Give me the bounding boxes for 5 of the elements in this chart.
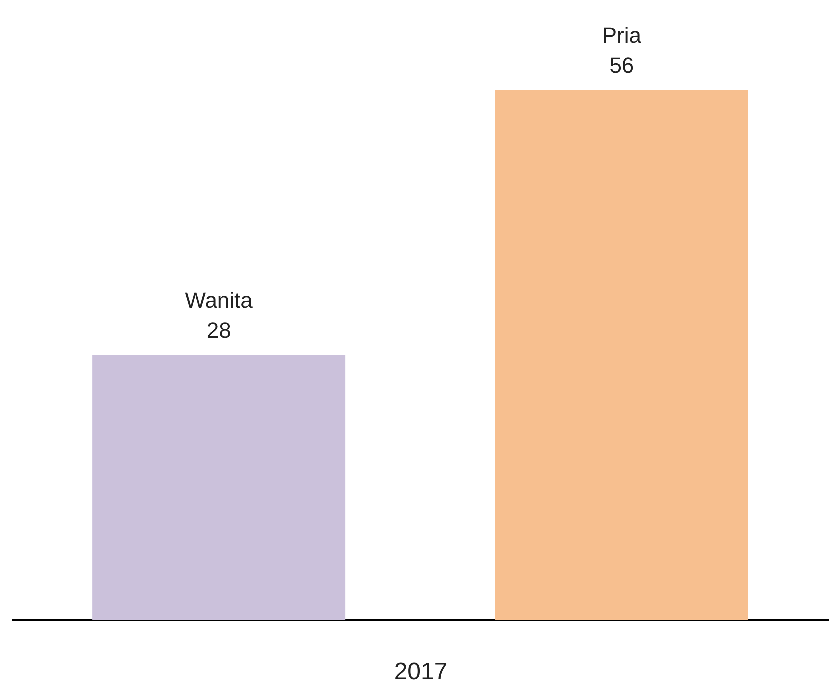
data-label: 28: [206, 318, 232, 343]
x-axis-title: 2017: [394, 658, 448, 686]
annotation: Wanita: [185, 288, 254, 313]
text: Pria: [602, 23, 642, 48]
data-label: 56: [610, 53, 634, 78]
